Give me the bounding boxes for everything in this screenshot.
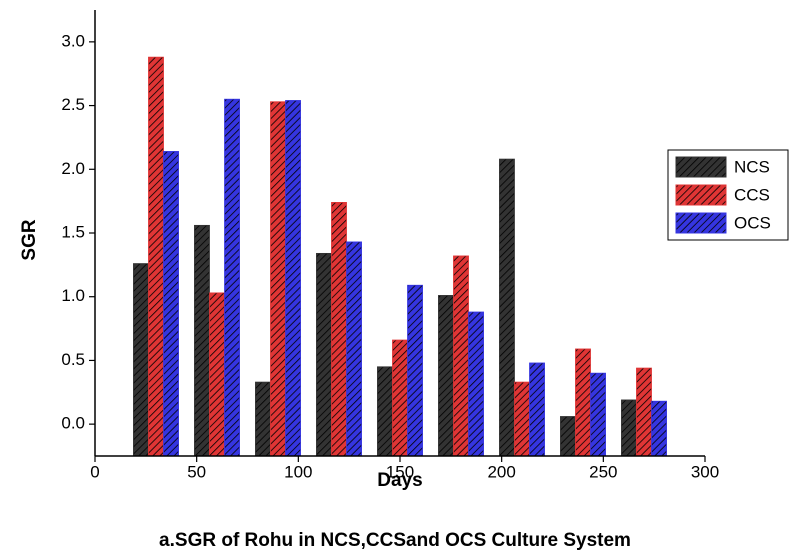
bar xyxy=(270,101,286,457)
bar xyxy=(392,339,408,457)
y-tick-label: 1.0 xyxy=(61,286,85,305)
x-tick-label: 100 xyxy=(284,462,312,481)
y-axis-label: SGR xyxy=(19,219,40,260)
bar xyxy=(468,311,484,457)
x-tick-label: 50 xyxy=(187,462,206,481)
bar xyxy=(316,252,332,457)
bar xyxy=(575,348,591,457)
chart-title: a.SGR of Rohu in NCS,CCSand OCS Culture … xyxy=(159,530,631,551)
bar xyxy=(255,381,271,457)
bar xyxy=(453,255,469,457)
bar xyxy=(590,372,606,457)
bar xyxy=(529,362,545,457)
x-tick-label: 150 xyxy=(386,462,414,481)
bar xyxy=(148,56,164,457)
y-tick-label: 3.0 xyxy=(61,31,85,50)
y-tick-label: 2.5 xyxy=(61,95,85,114)
x-tick-label: 200 xyxy=(487,462,515,481)
x-tick-label: 0 xyxy=(90,462,99,481)
bar xyxy=(499,158,515,457)
bar xyxy=(651,400,667,457)
legend-label: NCS xyxy=(734,157,770,176)
bar xyxy=(163,151,179,457)
y-tick-label: 1.5 xyxy=(61,222,85,241)
bar xyxy=(331,202,347,457)
legend-swatch xyxy=(675,184,727,206)
bar xyxy=(514,381,530,457)
legend-swatch xyxy=(675,156,727,178)
legend-swatch xyxy=(675,212,727,234)
bar xyxy=(377,366,393,457)
bar xyxy=(209,292,225,457)
bar xyxy=(560,416,576,457)
bar xyxy=(636,367,652,457)
bar xyxy=(438,295,454,457)
bar xyxy=(133,263,149,457)
x-tick-label: 300 xyxy=(691,462,719,481)
legend-label: CCS xyxy=(734,185,770,204)
y-tick-label: 0.0 xyxy=(61,414,85,433)
x-tick-label: 250 xyxy=(589,462,617,481)
y-tick-label: 2.0 xyxy=(61,159,85,178)
x-axis-label: Days xyxy=(377,470,422,491)
bar xyxy=(285,100,301,457)
bar xyxy=(224,98,240,457)
legend-label: OCS xyxy=(734,213,771,232)
bar xyxy=(407,284,423,457)
bar xyxy=(194,224,210,457)
y-tick-label: 0.5 xyxy=(61,350,85,369)
bar xyxy=(346,241,362,457)
bar xyxy=(621,399,637,457)
